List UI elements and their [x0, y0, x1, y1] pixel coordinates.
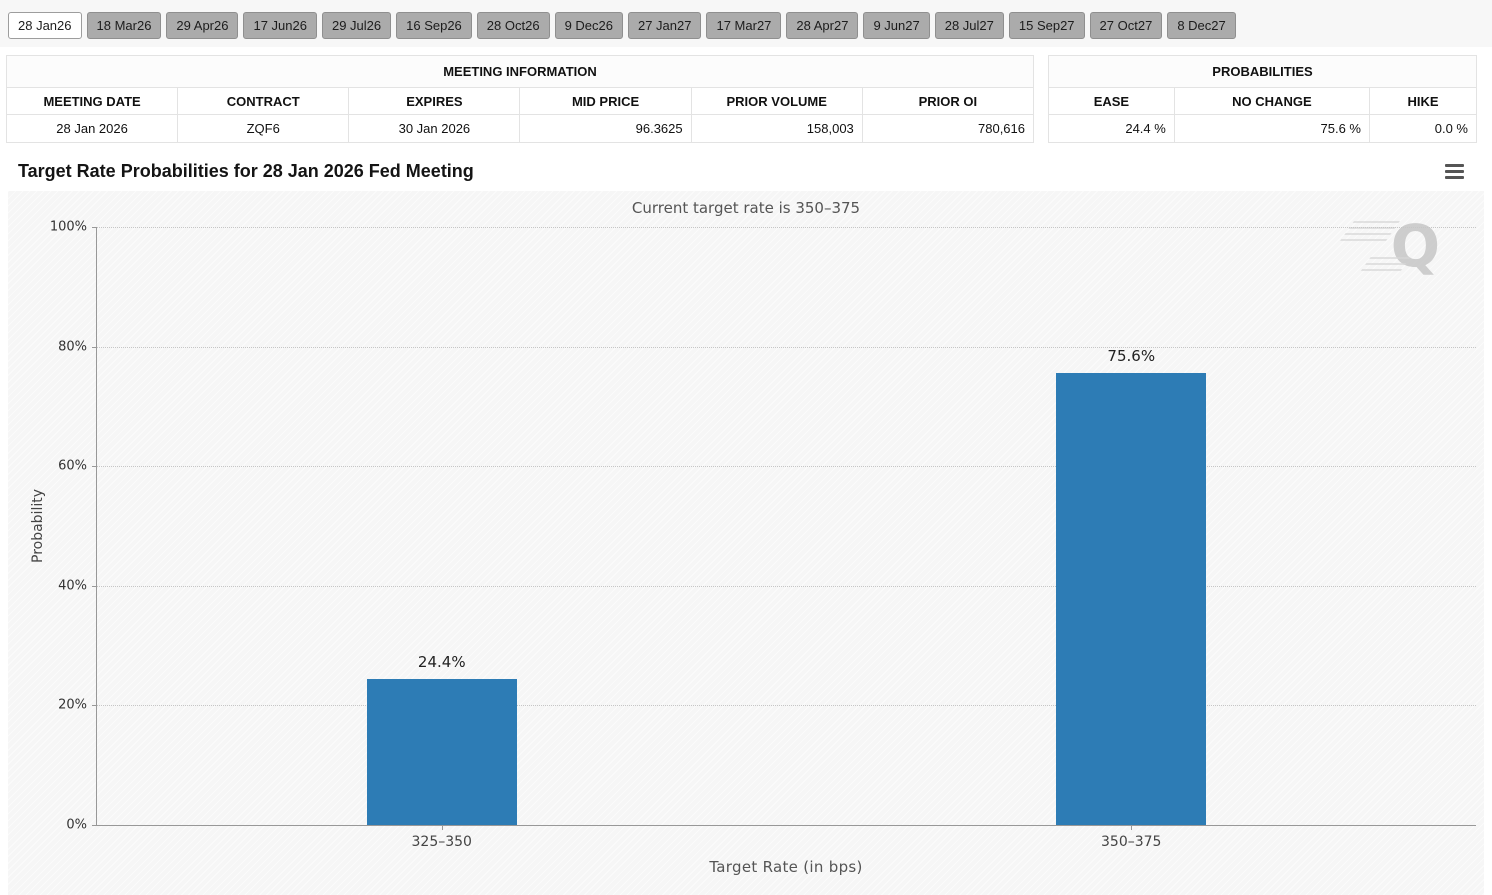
column-header: MID PRICE — [519, 87, 692, 115]
table-cell: 780,616 — [861, 114, 1035, 143]
gridline — [97, 466, 1476, 468]
tab-8-dec27[interactable]: 8 Dec27 — [1167, 12, 1236, 39]
x-tick-label: 350–375 — [1101, 834, 1162, 850]
column-header: NO CHANGE — [1173, 87, 1370, 115]
y-axis-title: Probability — [30, 488, 46, 564]
bar-value-label: 75.6% — [1107, 346, 1156, 365]
tab-28-apr27[interactable]: 28 Apr27 — [786, 12, 859, 39]
column-header: CONTRACT — [177, 87, 350, 115]
tab-15-sep27[interactable]: 15 Sep27 — [1008, 12, 1085, 39]
table-cell: 28 Jan 2026 — [5, 114, 179, 143]
x-tick-mark — [441, 825, 443, 830]
y-tick-label: 20% — [58, 697, 87, 713]
y-tick-mark — [92, 585, 97, 587]
y-tick-label: 80% — [58, 339, 87, 355]
column-header: EASE — [1048, 87, 1175, 115]
meeting-date-tabbar: 28 Jan26 18 Mar26 29 Apr26 17 Jun26 29 Jul26… — [0, 0, 1492, 47]
plot-area: 0% 20% 40% 60% 80% 100% 24.4% 325–350 75.6% 350–3… — [50, 220, 1477, 850]
probabilities-title: PROBABILITIES — [1048, 55, 1477, 88]
tab-17-mar27[interactable]: 17 Mar27 — [706, 12, 782, 39]
tab-9-dec26[interactable]: 9 Dec26 — [554, 12, 623, 39]
table-cell: 75.6 % — [1173, 114, 1370, 143]
table-row: 28 Jan 2026 ZQF6 30 Jan 2026 96.3625 158,003… — [5, 114, 1035, 143]
y-tick-mark — [92, 705, 97, 707]
column-header: PRIOR OI — [861, 87, 1035, 115]
tab-27-jan27[interactable]: 27 Jan27 — [627, 12, 702, 39]
tab-17-jun26[interactable]: 17 Jun26 — [243, 12, 317, 39]
bar-value-label: 24.4% — [417, 653, 466, 672]
chart-header: Target Rate Probabilities for 28 Jan 202… — [8, 151, 1484, 191]
table-cell: 30 Jan 2026 — [348, 114, 521, 143]
bar-325-350[interactable] — [366, 679, 517, 825]
tab-9-jun27[interactable]: 9 Jun27 — [863, 12, 930, 39]
category-band: 24.4% 325–350 — [97, 227, 787, 850]
y-tick-mark — [92, 825, 97, 826]
chart-subtitle: Current target rate is 350–375 — [631, 199, 861, 217]
y-tick-mark — [92, 466, 97, 468]
column-header: HIKE — [1368, 87, 1478, 115]
table-cell: 158,003 — [690, 114, 863, 143]
x-tick-label: 325–350 — [411, 834, 472, 850]
quikstrike-watermark-logo: Q — [1390, 212, 1440, 280]
chart-plot-region: Current target rate is 350–375 Probabili… — [8, 191, 1484, 895]
table-cell: ZQF6 — [177, 114, 350, 143]
chart-menu-icon[interactable] — [1445, 163, 1464, 179]
y-tick-label: 60% — [58, 458, 87, 474]
y-tick-label: 0% — [66, 817, 87, 833]
gridline — [97, 227, 1476, 228]
gridline — [97, 585, 1476, 587]
tab-29-jul26[interactable]: 29 Jul26 — [321, 12, 392, 39]
tab-27-oct27[interactable]: 27 Oct27 — [1089, 12, 1163, 39]
tab-28-jan26[interactable]: 28 Jan26 — [8, 12, 82, 39]
tab-28-jul27[interactable]: 28 Jul27 — [934, 12, 1004, 39]
gridline — [97, 346, 1476, 348]
tab-18-mar26[interactable]: 18 Mar26 — [86, 12, 162, 39]
column-header: EXPIRES — [348, 87, 521, 115]
tab-28-oct26[interactable]: 28 Oct26 — [476, 12, 550, 39]
info-tables-row: MEETING INFORMATION MEETING DATE CONTRACT… — [0, 55, 1492, 143]
y-tick-mark — [92, 227, 97, 228]
chart-card: Target Rate Probabilities for 28 Jan 202… — [8, 151, 1484, 895]
meeting-information-table: MEETING INFORMATION MEETING DATE CONTRACT… — [5, 55, 1035, 143]
y-tick-mark — [92, 346, 97, 348]
table-cell: 96.3625 — [519, 114, 692, 143]
x-axis-title: Target Rate (in bps) — [709, 858, 863, 876]
y-tick-label: 40% — [58, 578, 87, 594]
meeting-information-title: MEETING INFORMATION — [6, 55, 1034, 88]
x-tick-mark — [1131, 825, 1133, 830]
category-band: 75.6% 350–375 — [787, 227, 1477, 850]
y-tick-label: 100% — [49, 219, 87, 235]
probabilities-table: PROBABILITIES EASE NO CHANGE HIKE 24.4 % 75… — [1048, 55, 1478, 143]
tab-29-apr26[interactable]: 29 Apr26 — [166, 12, 239, 39]
chart-title: Target Rate Probabilities for 28 Jan 202… — [18, 160, 474, 181]
table-row: 24.4 % 75.6 % 0.0 % — [1048, 114, 1478, 143]
column-header: PRIOR VOLUME — [690, 87, 863, 115]
column-header: MEETING DATE — [5, 87, 179, 115]
table-cell: 24.4 % — [1048, 114, 1175, 143]
table-cell: 0.0 % — [1368, 114, 1478, 143]
bar-350-375[interactable] — [1056, 372, 1207, 825]
tab-16-sep26[interactable]: 16 Sep26 — [396, 12, 472, 39]
gridline — [97, 705, 1476, 707]
